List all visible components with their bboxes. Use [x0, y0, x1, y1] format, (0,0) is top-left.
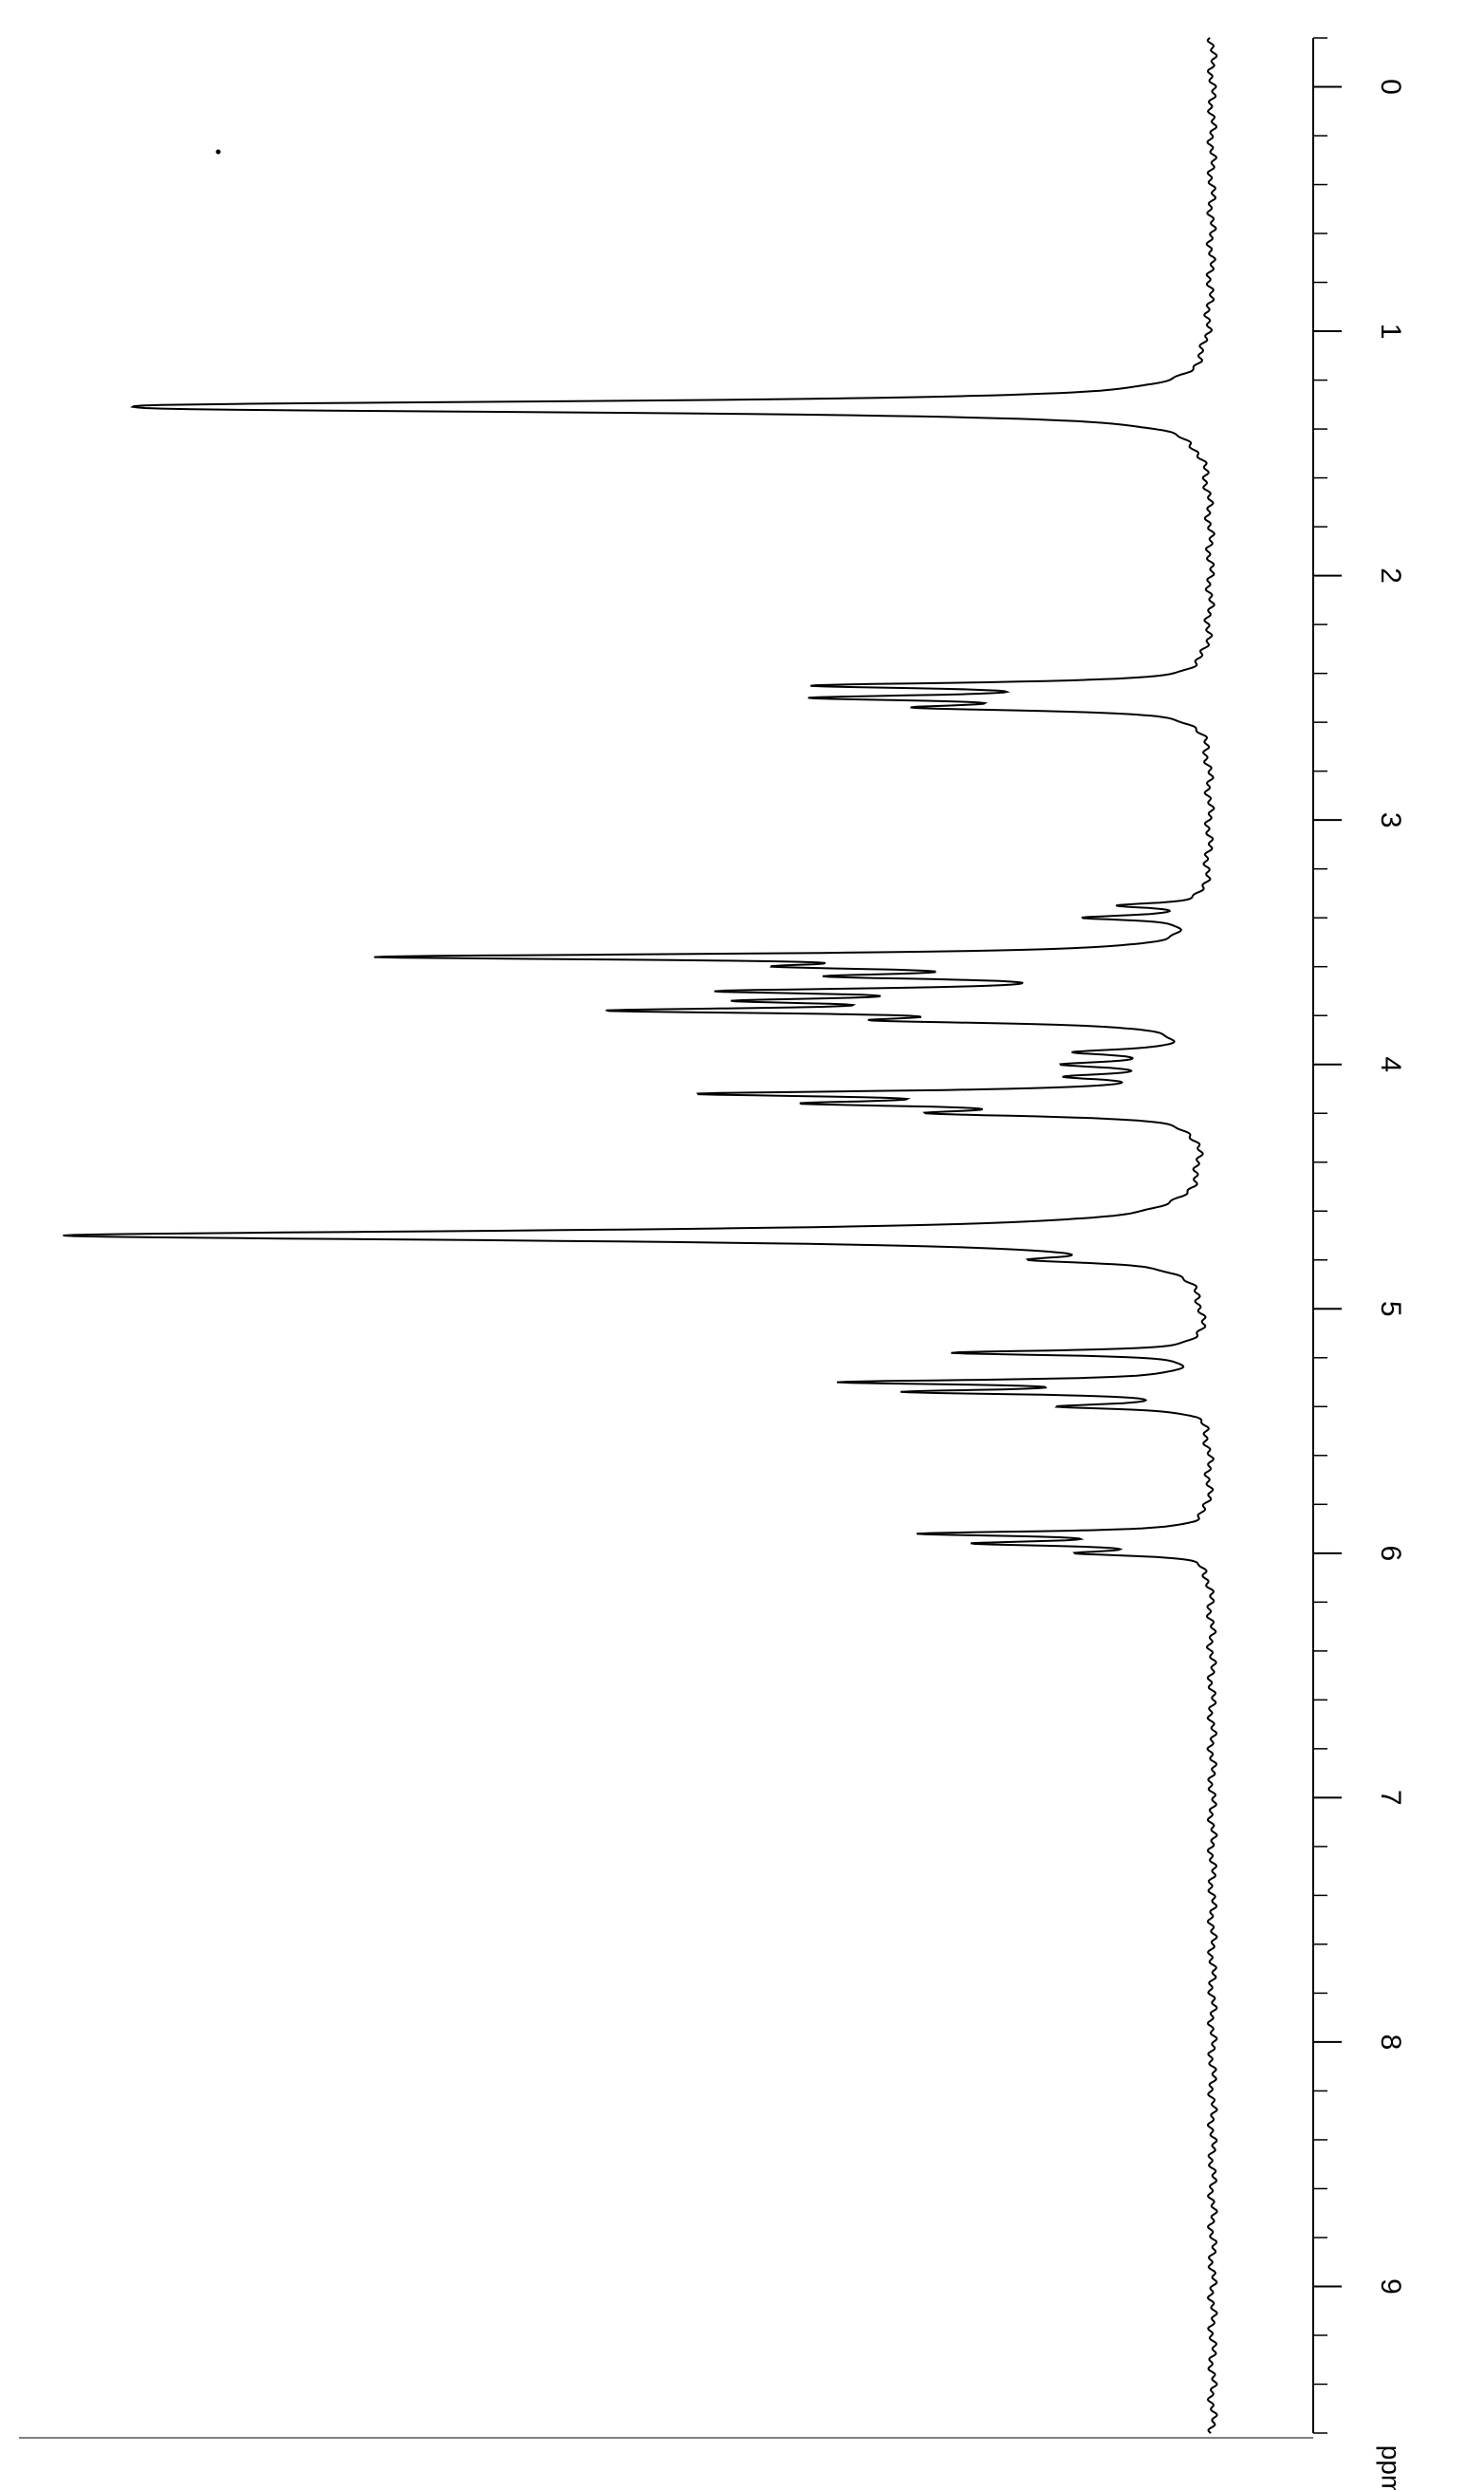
ppm-tick-label: 4 [1375, 1056, 1406, 1072]
scan-artifact-dot [216, 150, 221, 155]
ppm-tick-label: 8 [1375, 2035, 1406, 2051]
ppm-tick-label: 0 [1375, 79, 1406, 95]
ppm-tick-label: 9 [1375, 2278, 1406, 2295]
ppm-tick-label: 6 [1375, 1545, 1406, 1561]
ppm-tick-label: 7 [1375, 1790, 1406, 1806]
ppm-tick-label: 1 [1375, 324, 1406, 340]
spectrum-trace [64, 38, 1217, 2433]
ppm-axis-label: ppm [1377, 2445, 1406, 2490]
ppm-tick-label: 2 [1375, 567, 1406, 584]
nmr-spectrum-figure: 0 1 2 3 4 5 6 7 8 9 ppm [0, 0, 1484, 2490]
ppm-tick-label: 3 [1375, 812, 1406, 828]
nmr-plot-svg: 0 1 2 3 4 5 6 7 8 9 ppm [0, 0, 1484, 2490]
ppm-tick-label: 5 [1375, 1301, 1406, 1317]
